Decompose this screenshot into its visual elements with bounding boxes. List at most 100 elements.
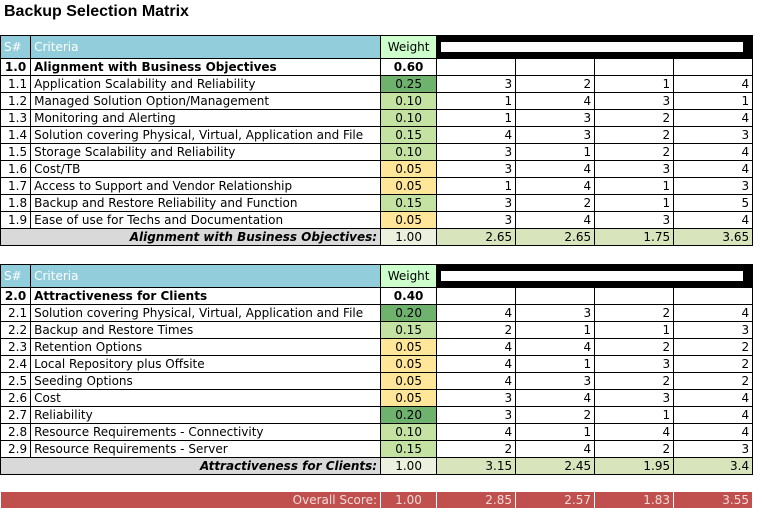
score-cell[interactable]: 3 bbox=[436, 75, 517, 93]
score-cell[interactable]: 2 bbox=[594, 304, 675, 322]
score-cell[interactable]: 1 bbox=[594, 406, 675, 424]
criteria-name[interactable]: Backup and Restore Reliability and Funct… bbox=[30, 194, 382, 212]
score-cell[interactable]: 4 bbox=[673, 143, 754, 161]
summary-score-cell[interactable]: 2.65 bbox=[515, 228, 596, 246]
criteria-name[interactable]: Managed Solution Option/Management bbox=[30, 92, 382, 110]
criteria-name[interactable]: Solution covering Physical, Virtual, App… bbox=[30, 126, 382, 144]
score-cell[interactable]: 3 bbox=[515, 126, 596, 144]
summary-weight[interactable]: 1.00 bbox=[380, 457, 438, 475]
score-cell[interactable]: 4 bbox=[673, 406, 754, 424]
criteria-weight[interactable]: 0.05 bbox=[380, 389, 438, 407]
score-cell[interactable]: 1 bbox=[515, 423, 596, 441]
score-cell[interactable]: 1 bbox=[594, 194, 675, 212]
score-cell[interactable]: 1 bbox=[673, 92, 754, 110]
score-cell[interactable]: 4 bbox=[436, 355, 517, 373]
score-cell[interactable]: 4 bbox=[673, 304, 754, 322]
criteria-weight[interactable]: 0.10 bbox=[380, 92, 438, 110]
criteria-weight[interactable]: 0.10 bbox=[380, 143, 438, 161]
score-cell[interactable]: 1 bbox=[436, 109, 517, 127]
score-cell[interactable]: 3 bbox=[594, 211, 675, 229]
score-cell[interactable]: 2 bbox=[594, 109, 675, 127]
criteria-name[interactable]: Resource Requirements - Server bbox=[30, 440, 382, 458]
score-cell[interactable]: 3 bbox=[515, 372, 596, 390]
score-cell[interactable]: 2 bbox=[515, 194, 596, 212]
score-cell[interactable]: 3 bbox=[515, 304, 596, 322]
score-cell[interactable]: 3 bbox=[673, 126, 754, 144]
criteria-name[interactable]: Solution covering Physical, Virtual, App… bbox=[30, 304, 382, 322]
criteria-name[interactable]: Retention Options bbox=[30, 338, 382, 356]
score-cell[interactable]: 4 bbox=[515, 92, 596, 110]
score-cell[interactable]: 5 bbox=[673, 194, 754, 212]
score-cell[interactable]: 1 bbox=[515, 321, 596, 339]
summary-score-cell[interactable]: 3.65 bbox=[673, 228, 754, 246]
score-cell[interactable]: 4 bbox=[515, 160, 596, 178]
empty-cell[interactable] bbox=[515, 58, 596, 76]
score-cell[interactable]: 2 bbox=[594, 143, 675, 161]
score-cell[interactable]: 3 bbox=[436, 211, 517, 229]
section-weight[interactable]: 0.60 bbox=[380, 58, 438, 76]
score-cell[interactable]: 2 bbox=[594, 338, 675, 356]
score-cell[interactable]: 3 bbox=[673, 177, 754, 195]
criteria-weight[interactable]: 0.25 bbox=[380, 75, 438, 93]
score-cell[interactable]: 4 bbox=[673, 423, 754, 441]
score-cell[interactable]: 2 bbox=[594, 126, 675, 144]
score-cell[interactable]: 1 bbox=[436, 177, 517, 195]
criteria-name[interactable]: Local Repository plus Offsite bbox=[30, 355, 382, 373]
criteria-weight[interactable]: 0.15 bbox=[380, 126, 438, 144]
score-cell[interactable]: 4 bbox=[515, 338, 596, 356]
score-cell[interactable]: 4 bbox=[515, 211, 596, 229]
overall-score-cell[interactable]: 2.85 bbox=[436, 491, 516, 509]
score-cell[interactable]: 2 bbox=[673, 355, 754, 373]
score-cell[interactable]: 2 bbox=[515, 75, 596, 93]
summary-score-cell[interactable]: 3.4 bbox=[673, 457, 754, 475]
score-cell[interactable]: 4 bbox=[673, 75, 754, 93]
score-cell[interactable]: 2 bbox=[436, 321, 517, 339]
empty-cell[interactable] bbox=[436, 58, 517, 76]
summary-score-cell[interactable]: 2.45 bbox=[515, 457, 596, 475]
criteria-name[interactable]: Monitoring and Alerting bbox=[30, 109, 382, 127]
overall-weight[interactable]: 1.00 bbox=[380, 491, 437, 509]
score-cell[interactable]: 1 bbox=[515, 143, 596, 161]
score-cell[interactable]: 4 bbox=[515, 440, 596, 458]
criteria-name[interactable]: Seeding Options bbox=[30, 372, 382, 390]
score-cell[interactable]: 4 bbox=[515, 389, 596, 407]
overall-score-cell[interactable]: 1.83 bbox=[594, 491, 674, 509]
criteria-weight[interactable]: 0.05 bbox=[380, 160, 438, 178]
criteria-weight[interactable]: 0.05 bbox=[380, 177, 438, 195]
summary-score-cell[interactable]: 1.95 bbox=[594, 457, 675, 475]
score-cell[interactable]: 3 bbox=[436, 143, 517, 161]
criteria-weight[interactable]: 0.05 bbox=[380, 355, 438, 373]
score-cell[interactable]: 3 bbox=[594, 160, 675, 178]
criteria-name[interactable]: Ease of use for Techs and Documentation bbox=[30, 211, 382, 229]
score-cell[interactable]: 4 bbox=[436, 338, 517, 356]
criteria-name[interactable]: Reliability bbox=[30, 406, 382, 424]
score-cell[interactable]: 3 bbox=[436, 389, 517, 407]
score-cell[interactable]: 3 bbox=[436, 406, 517, 424]
empty-cell[interactable] bbox=[594, 58, 675, 76]
score-cell[interactable]: 4 bbox=[673, 211, 754, 229]
score-cell[interactable]: 2 bbox=[673, 338, 754, 356]
score-cell[interactable]: 1 bbox=[436, 92, 517, 110]
empty-cell[interactable] bbox=[436, 287, 517, 305]
criteria-weight[interactable]: 0.15 bbox=[380, 321, 438, 339]
summary-weight[interactable]: 1.00 bbox=[380, 228, 438, 246]
score-cell[interactable]: 2 bbox=[594, 440, 675, 458]
score-cell[interactable]: 4 bbox=[436, 304, 517, 322]
score-cell[interactable]: 2 bbox=[515, 406, 596, 424]
score-cell[interactable]: 3 bbox=[673, 321, 754, 339]
score-cell[interactable]: 1 bbox=[594, 321, 675, 339]
criteria-name[interactable]: Backup and Restore Times bbox=[30, 321, 382, 339]
criteria-weight[interactable]: 0.05 bbox=[380, 372, 438, 390]
score-cell[interactable]: 1 bbox=[515, 355, 596, 373]
criteria-weight[interactable]: 0.10 bbox=[380, 109, 438, 127]
empty-cell[interactable] bbox=[594, 287, 675, 305]
score-cell[interactable]: 1 bbox=[594, 75, 675, 93]
score-cell[interactable]: 2 bbox=[436, 440, 517, 458]
criteria-weight[interactable]: 0.20 bbox=[380, 406, 438, 424]
section-weight[interactable]: 0.40 bbox=[380, 287, 438, 305]
criteria-weight[interactable]: 0.05 bbox=[380, 211, 438, 229]
score-cell[interactable]: 3 bbox=[436, 194, 517, 212]
score-cell[interactable]: 3 bbox=[673, 440, 754, 458]
criteria-name[interactable]: Application Scalability and Reliability bbox=[30, 75, 382, 93]
criteria-name[interactable]: Storage Scalability and Reliability bbox=[30, 143, 382, 161]
